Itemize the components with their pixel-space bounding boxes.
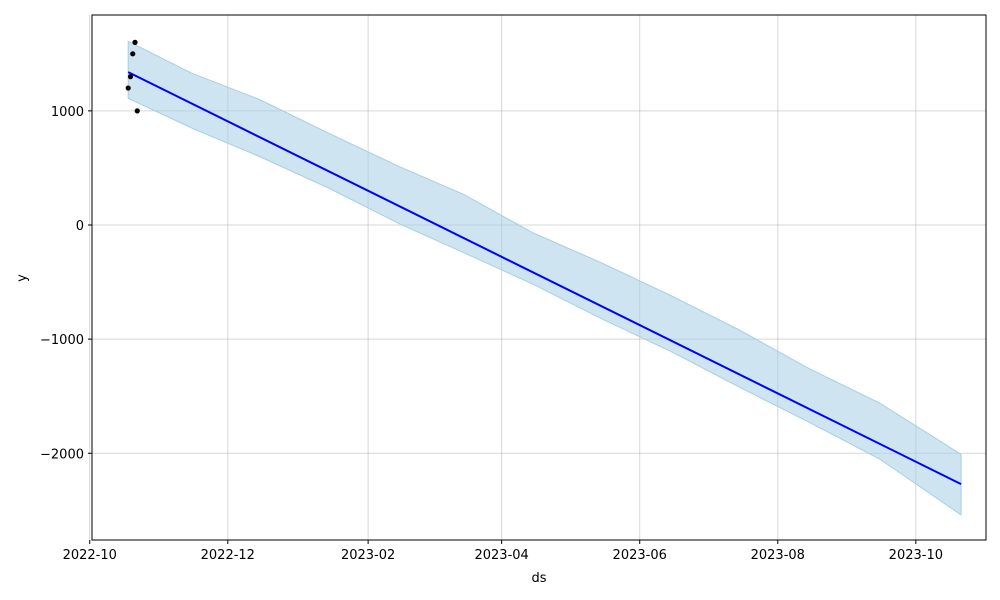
y-tick-label: 1000 <box>51 105 84 120</box>
x-axis-ticks: 2022-10 2022-12 2023-02 2023-04 2023-06 2023-… <box>63 540 943 563</box>
observed-point <box>132 39 138 45</box>
y-tick-label: −2000 <box>40 447 84 462</box>
x-tick-label: 2023-04 <box>474 548 528 563</box>
x-tick-label: 2023-06 <box>613 548 667 563</box>
y-tick-label: 0 <box>76 219 84 234</box>
grid <box>89 15 986 540</box>
x-tick-label: 2022-10 <box>63 548 117 563</box>
x-tick-label: 2023-08 <box>751 548 805 563</box>
observed-point <box>134 108 140 114</box>
x-tick-label: 2022-12 <box>201 548 255 563</box>
x-axis-label: ds <box>531 571 546 586</box>
y-axis-label: y <box>15 274 30 282</box>
observed-point <box>130 51 136 57</box>
observed-point <box>127 74 134 80</box>
x-tick-label: 2023-02 <box>341 548 395 563</box>
plot-frame <box>91 14 987 541</box>
y-tick-label: −1000 <box>40 333 84 348</box>
x-tick-label: 2023-10 <box>889 548 943 563</box>
observed-points <box>125 39 140 114</box>
forecast-line <box>127 71 962 485</box>
y-axis-ticks: −2000 −1000 0 1000 <box>40 105 92 462</box>
observed-point <box>125 85 131 91</box>
